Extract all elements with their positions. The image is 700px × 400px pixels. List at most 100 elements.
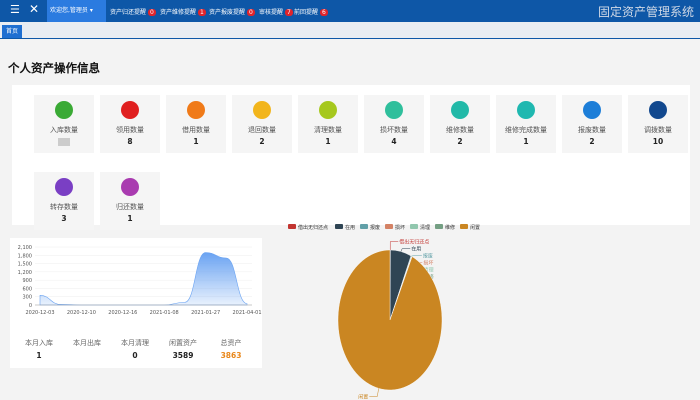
stat-label: 本月出库 xyxy=(73,339,101,347)
stat-card[interactable]: 领用数量 8 xyxy=(100,95,160,153)
card-label: 报废数量 xyxy=(578,126,606,134)
user-button[interactable]: 欢迎您,管理员 ▾ xyxy=(47,0,106,22)
legend-swatch xyxy=(385,224,393,229)
reminder[interactable]: 资产归还提醒 0 xyxy=(110,7,156,16)
card-value: 4 xyxy=(391,137,397,146)
menu-icon[interactable]: ☰ xyxy=(10,3,20,16)
stat-card[interactable]: 入库数量 xyxy=(34,95,94,153)
stat-card[interactable]: 报废数量 2 xyxy=(562,95,622,153)
card-value: 10 xyxy=(652,137,664,146)
card-icon xyxy=(121,101,139,119)
stat-card[interactable]: 转存数量 3 xyxy=(34,172,94,230)
x-tick-label: 2021-01-27 xyxy=(191,310,220,316)
card-value: 1 xyxy=(127,214,133,223)
pie-label: 闲置 xyxy=(358,394,368,400)
card-icon xyxy=(385,101,403,119)
pie-label: 清理 xyxy=(424,267,434,274)
reminder[interactable]: 资产维修提醒 1 xyxy=(160,7,206,16)
card-icon xyxy=(121,178,139,196)
stat-label: 本月入库 xyxy=(25,339,53,347)
card-label: 入库数量 xyxy=(50,126,78,134)
card-icon xyxy=(649,101,667,119)
card-icon xyxy=(583,101,601,119)
legend-label: 报废 xyxy=(370,224,380,231)
card-icon xyxy=(187,101,205,119)
reminder-label: 资产维修提醒 xyxy=(160,9,197,16)
reminder[interactable]: 资产报废提醒 0 xyxy=(209,7,255,16)
leader-line xyxy=(369,388,379,397)
tab[interactable]: 首页 xyxy=(2,25,23,38)
reminder-label: 前回提醒 xyxy=(294,9,319,16)
tab-bar: 首页 xyxy=(0,22,700,39)
pie-label: 报废 xyxy=(423,253,433,260)
card-icon xyxy=(253,101,271,119)
stat-label: 本月清理 xyxy=(121,339,149,347)
reminder-count: 0 xyxy=(247,9,255,16)
top-bar: ☰ ✕ 欢迎您,管理员 ▾ 固定资产管理系统 资产归还提醒 0 资产维修提醒 1 资产报… xyxy=(0,0,700,22)
legend-swatch xyxy=(288,224,296,229)
reminder-count: 0 xyxy=(148,9,156,16)
area xyxy=(39,252,248,306)
card-value: 2 xyxy=(589,137,595,146)
reminder-label: 资产报废提醒 xyxy=(209,9,246,16)
stat-card[interactable]: 清理数量 1 xyxy=(298,95,358,153)
legend-swatch xyxy=(335,224,343,229)
close-icon[interactable]: ✕ xyxy=(29,2,40,16)
stat-card[interactable]: 损坏数量 4 xyxy=(364,95,424,153)
stat-label: 总资产 xyxy=(220,339,242,347)
card-label: 维修数量 xyxy=(446,126,474,134)
card-value: 3 xyxy=(61,214,67,223)
x-tick-label: 2020-12-10 xyxy=(67,310,96,316)
stat-card[interactable]: 归还数量 1 xyxy=(100,172,160,230)
card-icon xyxy=(451,101,469,119)
stat-card[interactable]: 退回数量 2 xyxy=(232,95,292,153)
stat-value: 3589 xyxy=(172,351,194,360)
stat-card[interactable]: 借用数量 1 xyxy=(166,95,226,153)
legend-label: 维修 xyxy=(445,224,455,231)
x-tick-label: 2021-04-01 xyxy=(232,310,261,316)
reminder[interactable]: 审核提醒 7 xyxy=(259,7,293,16)
x-tick-label: 2020-12-16 xyxy=(108,310,137,316)
card-label: 损坏数量 xyxy=(380,126,408,134)
stat-card[interactable]: 调拨数量 10 xyxy=(628,95,688,153)
stat-label: 闲置资产 xyxy=(169,339,197,347)
reminder-label: 资产归还提醒 xyxy=(110,9,147,16)
card-label: 转存数量 xyxy=(50,203,78,211)
x-tick-label: 2021-01-08 xyxy=(150,310,179,316)
card-value: 8 xyxy=(127,137,133,146)
pie-label: 在用 xyxy=(411,246,421,253)
legend-label: 损坏 xyxy=(395,224,405,231)
stat-value: 0 xyxy=(132,351,138,360)
section-title: 个人资产操作信息 xyxy=(8,61,100,75)
cards-panel: 入库数量 领用数量 8 借用数量 1 退回数量 2 清理数量 1 损坏数量 4 维修数量 2 维修完成数量… xyxy=(12,85,690,230)
pie-label: 损坏 xyxy=(423,260,433,267)
stat-value: 1 xyxy=(36,351,42,360)
card-icon xyxy=(55,178,73,196)
y-tick-label: 300 xyxy=(22,295,32,301)
x-tick-label: 2020-12-03 xyxy=(25,310,54,316)
legend-label: 借出无归还点 xyxy=(298,224,328,231)
leader-line xyxy=(389,241,399,251)
reminder[interactable]: 前回提醒 6 xyxy=(294,7,328,16)
card-icon xyxy=(319,101,337,119)
card-value: 1 xyxy=(523,137,529,146)
reminder-count: 1 xyxy=(198,9,206,16)
stat-card[interactable]: 维修完成数量 1 xyxy=(496,95,556,153)
card-label: 维修完成数量 xyxy=(505,126,547,134)
reminder-count: 6 xyxy=(320,9,328,16)
card-value: 1 xyxy=(325,137,331,146)
card-label: 借用数量 xyxy=(182,126,210,134)
user-name: 欢迎您,管理员 xyxy=(50,7,88,14)
card-label: 调拨数量 xyxy=(644,126,672,134)
y-tick-label: 1,500 xyxy=(18,262,32,268)
card-label: 领用数量 xyxy=(116,126,144,134)
stat-card[interactable]: 维修数量 2 xyxy=(430,95,490,153)
y-tick-label: 1,800 xyxy=(18,253,32,259)
legend-swatch xyxy=(460,224,468,229)
leader-line xyxy=(411,255,422,257)
legend-label: 清理 xyxy=(420,224,430,231)
card-value: 2 xyxy=(457,137,463,146)
y-tick-label: 0 xyxy=(29,303,32,309)
